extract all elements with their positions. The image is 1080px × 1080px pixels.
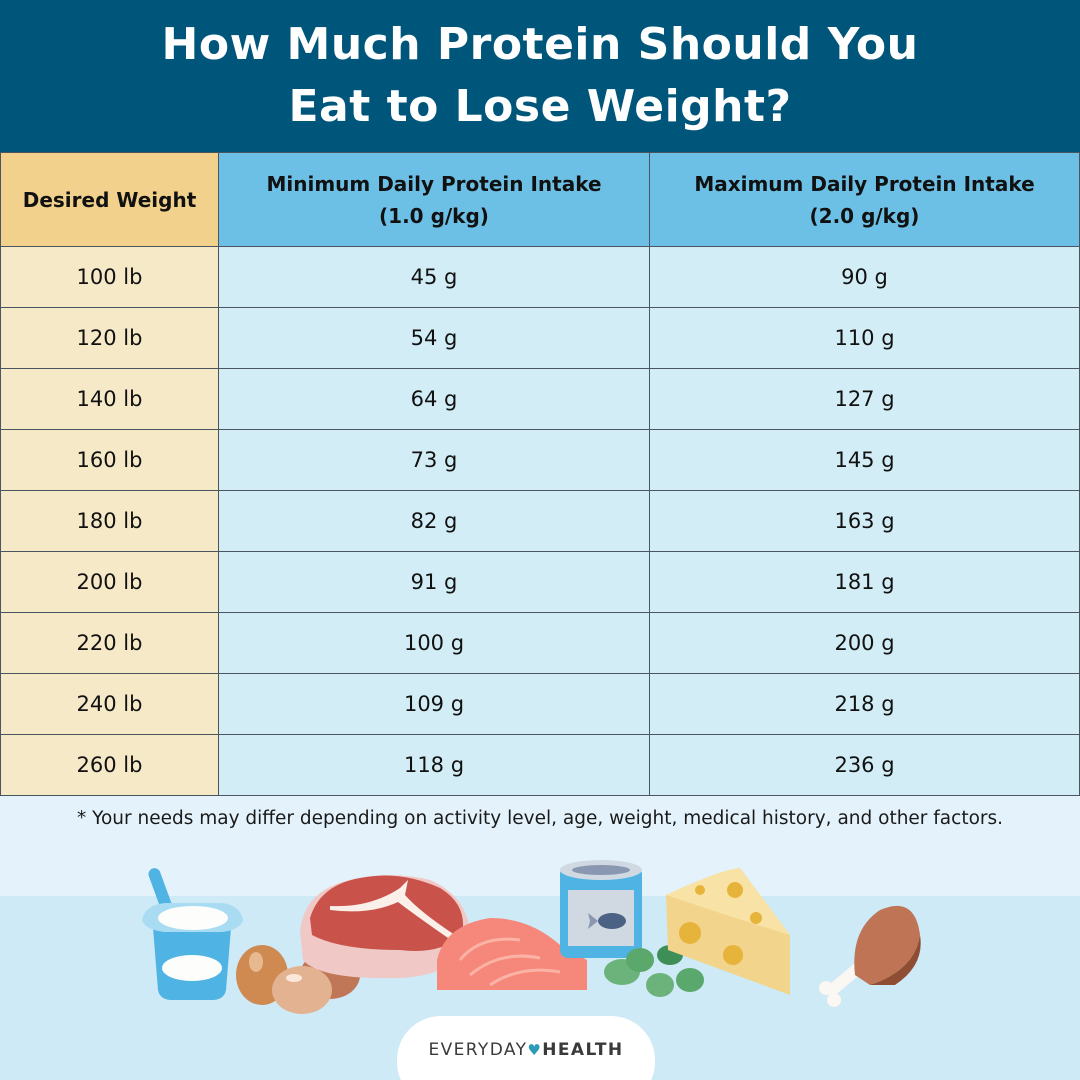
cell-min-intake: 64 g: [218, 368, 650, 430]
table-header-row: Desired Weight Minimum Daily Protein Int…: [0, 152, 1080, 247]
cell-weight: 180 lb: [0, 490, 219, 552]
column-header-minimum-intake: Minimum Daily Protein Intake (1.0 g/kg): [218, 152, 650, 247]
yogurt-icon: [142, 868, 243, 1000]
cell-min-intake: 82 g: [218, 490, 650, 552]
cell-min-intake: 45 g: [218, 246, 650, 308]
table-row: 140 lb 64 g 127 g: [0, 368, 1080, 430]
cell-weight: 140 lb: [0, 368, 219, 430]
cell-max-intake: 218 g: [649, 673, 1080, 735]
canned-tuna-icon: [560, 860, 642, 958]
table-row: 100 lb 45 g 90 g: [0, 246, 1080, 308]
protein-intake-table: Desired Weight Minimum Daily Protein Int…: [0, 152, 1080, 796]
cell-min-intake: 54 g: [218, 307, 650, 369]
chicken-drumstick-icon: [819, 905, 921, 1007]
cell-max-intake: 181 g: [649, 551, 1080, 613]
table-row: 180 lb 82 g 163 g: [0, 490, 1080, 552]
cell-weight: 260 lb: [0, 734, 219, 796]
steak-icon: [300, 875, 470, 979]
page-title-line-2: Eat to Lose Weight?: [288, 81, 792, 132]
cell-weight: 160 lb: [0, 429, 219, 491]
edamame-icon: [604, 945, 704, 997]
column-header-label: Desired Weight: [22, 187, 197, 212]
cell-weight: 120 lb: [0, 307, 219, 369]
table-row: 220 lb 100 g 200 g: [0, 612, 1080, 674]
cell-min-intake: 118 g: [218, 734, 650, 796]
swiss-cheese-icon: [666, 868, 790, 995]
cell-min-intake: 100 g: [218, 612, 650, 674]
table-row: 240 lb 109 g 218 g: [0, 673, 1080, 735]
title-banner: How Much Protein Should You Eat to Lose …: [0, 0, 1080, 152]
table-row: 260 lb 118 g 236 g: [0, 734, 1080, 796]
cell-max-intake: 200 g: [649, 612, 1080, 674]
cell-min-intake: 73 g: [218, 429, 650, 491]
cell-min-intake: 91 g: [218, 551, 650, 613]
column-header-label: Maximum Daily Protein Intake: [694, 171, 1035, 196]
brand-word-health: HEALTH: [542, 1040, 624, 1060]
cell-max-intake: 236 g: [649, 734, 1080, 796]
column-header-label: Minimum Daily Protein Intake: [266, 171, 602, 196]
page-title-line-1: How Much Protein Should You: [161, 19, 919, 70]
cell-max-intake: 110 g: [649, 307, 1080, 369]
brand-word-everyday: EVERYDAY: [428, 1040, 528, 1060]
cell-min-intake: 109 g: [218, 673, 650, 735]
cell-weight: 200 lb: [0, 551, 219, 613]
salmon-icon: [437, 918, 587, 990]
cell-max-intake: 127 g: [649, 368, 1080, 430]
cell-weight: 240 lb: [0, 673, 219, 735]
cell-max-intake: 90 g: [649, 246, 1080, 308]
brand-logo: EVERYDAY♥HEALTH: [397, 1040, 655, 1060]
food-illustrations: [142, 860, 921, 1014]
column-header-sublabel: (1.0 g/kg): [379, 203, 489, 228]
table-row: 160 lb 73 g 145 g: [0, 429, 1080, 491]
cell-weight: 100 lb: [0, 246, 219, 308]
brand-logo-container: [397, 1016, 655, 1080]
apple-heart-icon: ♥: [527, 1041, 543, 1059]
column-header-maximum-intake: Maximum Daily Protein Intake (2.0 g/kg): [649, 152, 1080, 247]
column-header-desired-weight: Desired Weight: [0, 152, 219, 247]
footnote: * Your needs may differ depending on act…: [76, 808, 1004, 829]
cell-weight: 220 lb: [0, 612, 219, 674]
cell-max-intake: 145 g: [649, 429, 1080, 491]
cell-max-intake: 163 g: [649, 490, 1080, 552]
table-row: 120 lb 54 g 110 g: [0, 307, 1080, 369]
table-row: 200 lb 91 g 181 g: [0, 551, 1080, 613]
column-header-sublabel: (2.0 g/kg): [809, 203, 920, 228]
